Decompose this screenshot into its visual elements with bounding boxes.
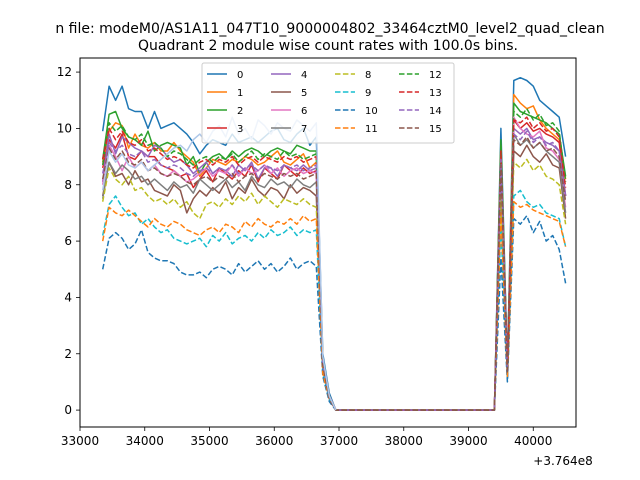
legend-label: 3 — [237, 124, 243, 135]
series-line-9 — [101, 189, 567, 411]
x-tick-label: 39000 — [449, 434, 487, 448]
series-line-15 — [101, 136, 567, 411]
legend-label: 10 — [365, 106, 378, 117]
x-tick-label: 40000 — [514, 434, 552, 448]
legend-label: 0 — [237, 70, 243, 81]
legend-label: 8 — [365, 70, 371, 81]
x-tick-label: 38000 — [385, 434, 423, 448]
legend-label: 11 — [365, 124, 378, 135]
legend-label: 1 — [237, 88, 243, 99]
y-tick-label: 6 — [64, 234, 72, 248]
legend-label: 2 — [237, 106, 243, 117]
x-axis-ticks: 33000 34000 35000 36000 37000 38000 39000 40000 — [61, 427, 552, 448]
legend-label: 5 — [301, 88, 307, 99]
series-line-1 — [101, 93, 567, 411]
y-tick-label: 0 — [64, 403, 72, 417]
x-tick-label: 34000 — [126, 434, 164, 448]
series-line-11 — [101, 200, 567, 411]
y-tick-label: 8 — [64, 178, 72, 192]
legend-box — [201, 62, 455, 144]
series-line-14 — [101, 130, 567, 411]
legend-label: 15 — [429, 124, 442, 135]
x-tick-label: 36000 — [255, 434, 293, 448]
axes-frame — [79, 57, 577, 428]
legend-label: 4 — [301, 70, 307, 81]
legend-label: 13 — [429, 88, 442, 99]
y-axis-ticks: 0 2 4 6 8 10 12 — [57, 65, 80, 417]
legend-label: 7 — [301, 124, 307, 135]
legend-label: 12 — [429, 70, 442, 81]
legend-label: 6 — [301, 106, 307, 117]
x-tick-label: 33000 — [61, 434, 99, 448]
y-tick-label: 10 — [57, 121, 72, 135]
y-tick-label: 4 — [64, 290, 72, 304]
x-offset-label: +3.764e8 — [533, 454, 592, 468]
chart-title: Quadrant 2 module wise count rates with … — [138, 38, 518, 54]
x-tick-label: 35000 — [190, 434, 228, 448]
figure-suptitle: n file: modeM0/AS1A11_047T10_9000004802_… — [55, 21, 604, 37]
legend-label: 14 — [429, 106, 442, 117]
y-tick-label: 2 — [64, 347, 72, 361]
x-tick-label: 37000 — [320, 434, 358, 448]
legend-label: 9 — [365, 88, 371, 99]
series-line-13 — [101, 116, 567, 411]
series-line-2 — [101, 102, 567, 411]
series-line-12 — [101, 107, 567, 411]
y-tick-label: 12 — [57, 65, 72, 79]
